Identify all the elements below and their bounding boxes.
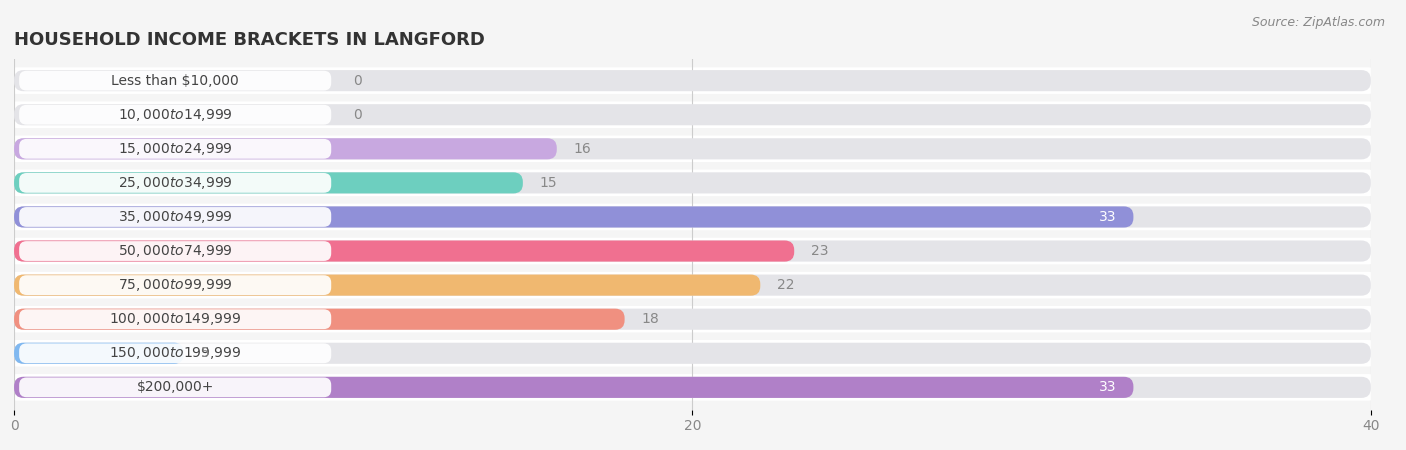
FancyBboxPatch shape [14,377,1371,398]
Text: $100,000 to $149,999: $100,000 to $149,999 [108,311,242,327]
FancyBboxPatch shape [20,241,332,261]
FancyBboxPatch shape [14,309,624,330]
FancyBboxPatch shape [7,340,1378,367]
Text: $50,000 to $74,999: $50,000 to $74,999 [118,243,232,259]
FancyBboxPatch shape [14,138,1371,159]
Text: 33: 33 [1099,210,1116,224]
FancyBboxPatch shape [14,274,1371,296]
Text: $35,000 to $49,999: $35,000 to $49,999 [118,209,232,225]
Text: 22: 22 [778,278,794,292]
FancyBboxPatch shape [7,101,1378,128]
Text: 5: 5 [201,346,209,360]
FancyBboxPatch shape [7,272,1378,298]
FancyBboxPatch shape [14,240,794,261]
FancyBboxPatch shape [14,207,1371,228]
Text: $15,000 to $24,999: $15,000 to $24,999 [118,141,232,157]
FancyBboxPatch shape [7,68,1378,94]
FancyBboxPatch shape [20,275,332,295]
FancyBboxPatch shape [7,204,1378,230]
FancyBboxPatch shape [7,374,1378,400]
FancyBboxPatch shape [14,172,1371,194]
FancyBboxPatch shape [14,207,1133,228]
FancyBboxPatch shape [14,343,1371,364]
FancyBboxPatch shape [20,173,332,193]
Text: 0: 0 [353,74,361,88]
FancyBboxPatch shape [14,172,523,194]
FancyBboxPatch shape [20,207,332,227]
FancyBboxPatch shape [20,105,332,125]
FancyBboxPatch shape [20,309,332,329]
FancyBboxPatch shape [14,343,184,364]
Text: $25,000 to $34,999: $25,000 to $34,999 [118,175,232,191]
Text: $200,000+: $200,000+ [136,380,214,394]
FancyBboxPatch shape [7,238,1378,264]
Text: Source: ZipAtlas.com: Source: ZipAtlas.com [1251,16,1385,29]
Text: 23: 23 [811,244,828,258]
Text: Less than $10,000: Less than $10,000 [111,74,239,88]
FancyBboxPatch shape [20,343,332,363]
FancyBboxPatch shape [14,377,1133,398]
FancyBboxPatch shape [14,104,1371,125]
Text: 18: 18 [641,312,659,326]
FancyBboxPatch shape [14,70,1371,91]
FancyBboxPatch shape [20,71,332,90]
Text: 33: 33 [1099,380,1116,394]
Text: $150,000 to $199,999: $150,000 to $199,999 [108,345,242,361]
Text: $75,000 to $99,999: $75,000 to $99,999 [118,277,232,293]
Text: $10,000 to $14,999: $10,000 to $14,999 [118,107,232,123]
Text: 0: 0 [353,108,361,122]
FancyBboxPatch shape [7,170,1378,196]
FancyBboxPatch shape [7,135,1378,162]
Text: HOUSEHOLD INCOME BRACKETS IN LANGFORD: HOUSEHOLD INCOME BRACKETS IN LANGFORD [14,31,485,49]
FancyBboxPatch shape [7,306,1378,333]
FancyBboxPatch shape [14,274,761,296]
FancyBboxPatch shape [14,240,1371,261]
Text: 15: 15 [540,176,557,190]
FancyBboxPatch shape [20,139,332,159]
FancyBboxPatch shape [14,309,1371,330]
FancyBboxPatch shape [14,138,557,159]
Text: 16: 16 [574,142,592,156]
FancyBboxPatch shape [20,378,332,397]
